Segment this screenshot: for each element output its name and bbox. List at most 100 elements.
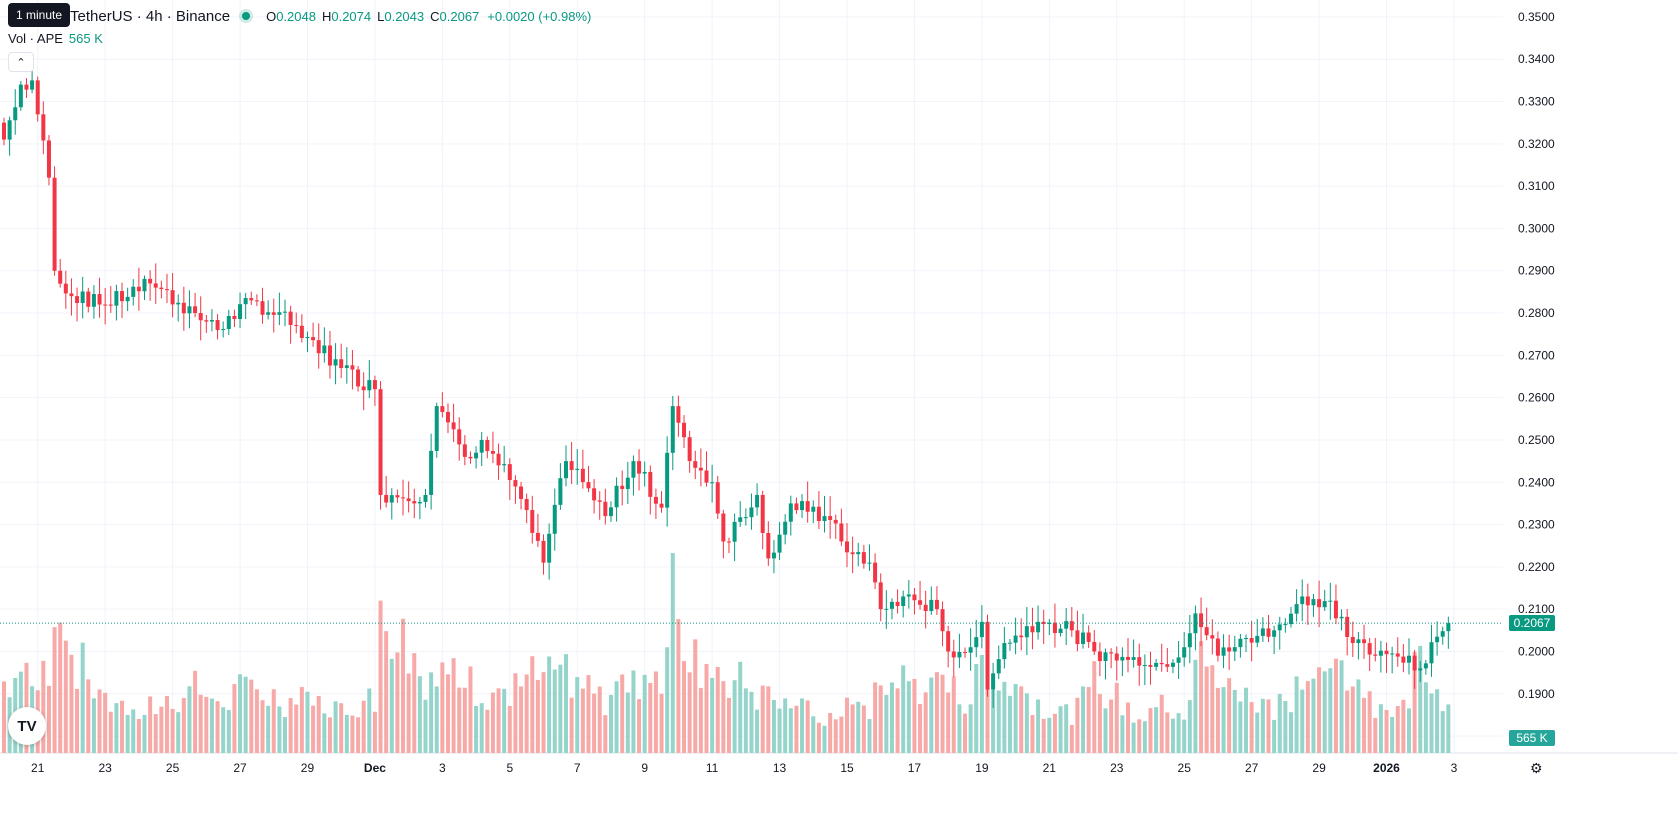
volume-bar xyxy=(1435,689,1440,753)
candle-body xyxy=(1317,599,1322,608)
volume-bar xyxy=(816,722,821,753)
volume-bar xyxy=(479,703,484,753)
volume-bar xyxy=(1440,711,1445,753)
volume-bar xyxy=(732,680,737,753)
open-value: 0.2048 xyxy=(276,8,316,24)
candle-body xyxy=(35,80,40,115)
volume-bar xyxy=(991,689,996,753)
volume-bar xyxy=(249,679,254,753)
candle-body xyxy=(592,488,597,501)
candle-body xyxy=(142,278,147,292)
candle-body xyxy=(479,439,484,453)
volume-bar xyxy=(918,704,923,753)
candle-body xyxy=(1075,630,1080,645)
volume-bar xyxy=(957,704,962,753)
volume-bar xyxy=(1446,704,1451,753)
volume-bar xyxy=(743,688,748,753)
price-tick-label: 0.2600 xyxy=(1518,391,1555,405)
volume-bar xyxy=(1210,665,1215,753)
candle-body xyxy=(260,301,265,315)
volume-bar xyxy=(1412,652,1417,753)
volume-bar xyxy=(294,704,299,753)
collapse-legend-button[interactable]: ⌃ xyxy=(8,52,34,72)
volume-bar xyxy=(1199,641,1204,753)
candle-body xyxy=(569,461,574,470)
time-tick-label: 21 xyxy=(31,761,45,775)
time-tick-label: 27 xyxy=(233,761,247,775)
candle-body xyxy=(1367,643,1372,655)
price-tick-label: 0.3000 xyxy=(1518,221,1555,235)
close-value: 0.2067 xyxy=(439,8,480,24)
candle-body xyxy=(1019,635,1024,638)
candle-body xyxy=(136,286,141,292)
volume-value: 565 K xyxy=(68,31,103,46)
volume-bar xyxy=(1244,687,1249,753)
volume-bar xyxy=(1260,698,1265,753)
volume-bar xyxy=(429,672,434,753)
volume-bar xyxy=(1126,702,1130,753)
candle-body xyxy=(1266,628,1271,637)
candle-body xyxy=(1047,622,1052,624)
volume-legend[interactable]: Vol · APE 565 K xyxy=(8,31,103,46)
volume-bar xyxy=(468,666,473,753)
market-status-icon xyxy=(242,12,251,20)
volume-bar xyxy=(1350,686,1355,753)
volume-bar xyxy=(912,678,917,753)
candle-body xyxy=(1362,639,1367,644)
volume-bar xyxy=(1373,717,1378,753)
candle-body xyxy=(693,461,698,468)
candle-body xyxy=(575,468,580,470)
volume-bar xyxy=(226,709,231,753)
candle-body xyxy=(120,291,125,302)
candle-body xyxy=(1300,596,1305,605)
candle-body xyxy=(726,541,731,543)
candle-body xyxy=(249,298,254,301)
volume-bar xyxy=(996,690,1001,753)
last-price-label: 0.2067 xyxy=(1509,615,1555,632)
gear-icon[interactable]: ⚙ xyxy=(1530,760,1543,776)
candle-body xyxy=(1283,624,1288,626)
volume-bar xyxy=(1418,645,1423,753)
candle-body xyxy=(1058,628,1063,634)
volume-bar xyxy=(850,704,855,753)
volume-bar xyxy=(69,654,74,753)
volume-bar xyxy=(783,698,788,753)
candle-body xyxy=(30,80,35,90)
volume-bar xyxy=(895,688,900,753)
price-tick-label: 0.3500 xyxy=(1518,10,1555,24)
candle-body xyxy=(1429,642,1434,664)
time-tick-label: 25 xyxy=(1178,761,1192,775)
candle-body xyxy=(1244,638,1249,640)
tradingview-logo-icon[interactable]: TV xyxy=(8,707,46,745)
candle-body xyxy=(1036,621,1041,633)
candle-body xyxy=(867,562,872,564)
candle-body xyxy=(24,84,29,90)
candle-body xyxy=(1288,613,1293,625)
candle-body xyxy=(91,294,96,307)
volume-bar xyxy=(985,646,990,753)
candle-body xyxy=(1193,613,1198,634)
volume-bar xyxy=(395,652,400,753)
candle-body xyxy=(18,84,23,108)
candle-body xyxy=(350,365,355,370)
candle-body xyxy=(968,647,973,653)
candle-body xyxy=(552,504,557,534)
candle-body xyxy=(339,359,344,369)
volume-bar xyxy=(1148,708,1153,753)
candle-body xyxy=(884,608,889,610)
candle-body xyxy=(979,621,984,638)
volume-bar xyxy=(535,679,540,753)
volume-bar xyxy=(631,670,636,753)
candle-body xyxy=(176,302,181,305)
candle-body xyxy=(327,345,332,366)
candle-body xyxy=(502,464,507,466)
volume-bar xyxy=(1159,694,1164,753)
symbol-name[interactable]: TetherUS · 4h · Binance xyxy=(70,7,231,25)
candle-body xyxy=(226,315,231,330)
volume-bar xyxy=(1109,699,1114,753)
candle-body xyxy=(946,631,951,652)
candle-body xyxy=(1030,626,1035,633)
candle-body xyxy=(519,486,524,499)
volume-bar xyxy=(878,685,883,753)
